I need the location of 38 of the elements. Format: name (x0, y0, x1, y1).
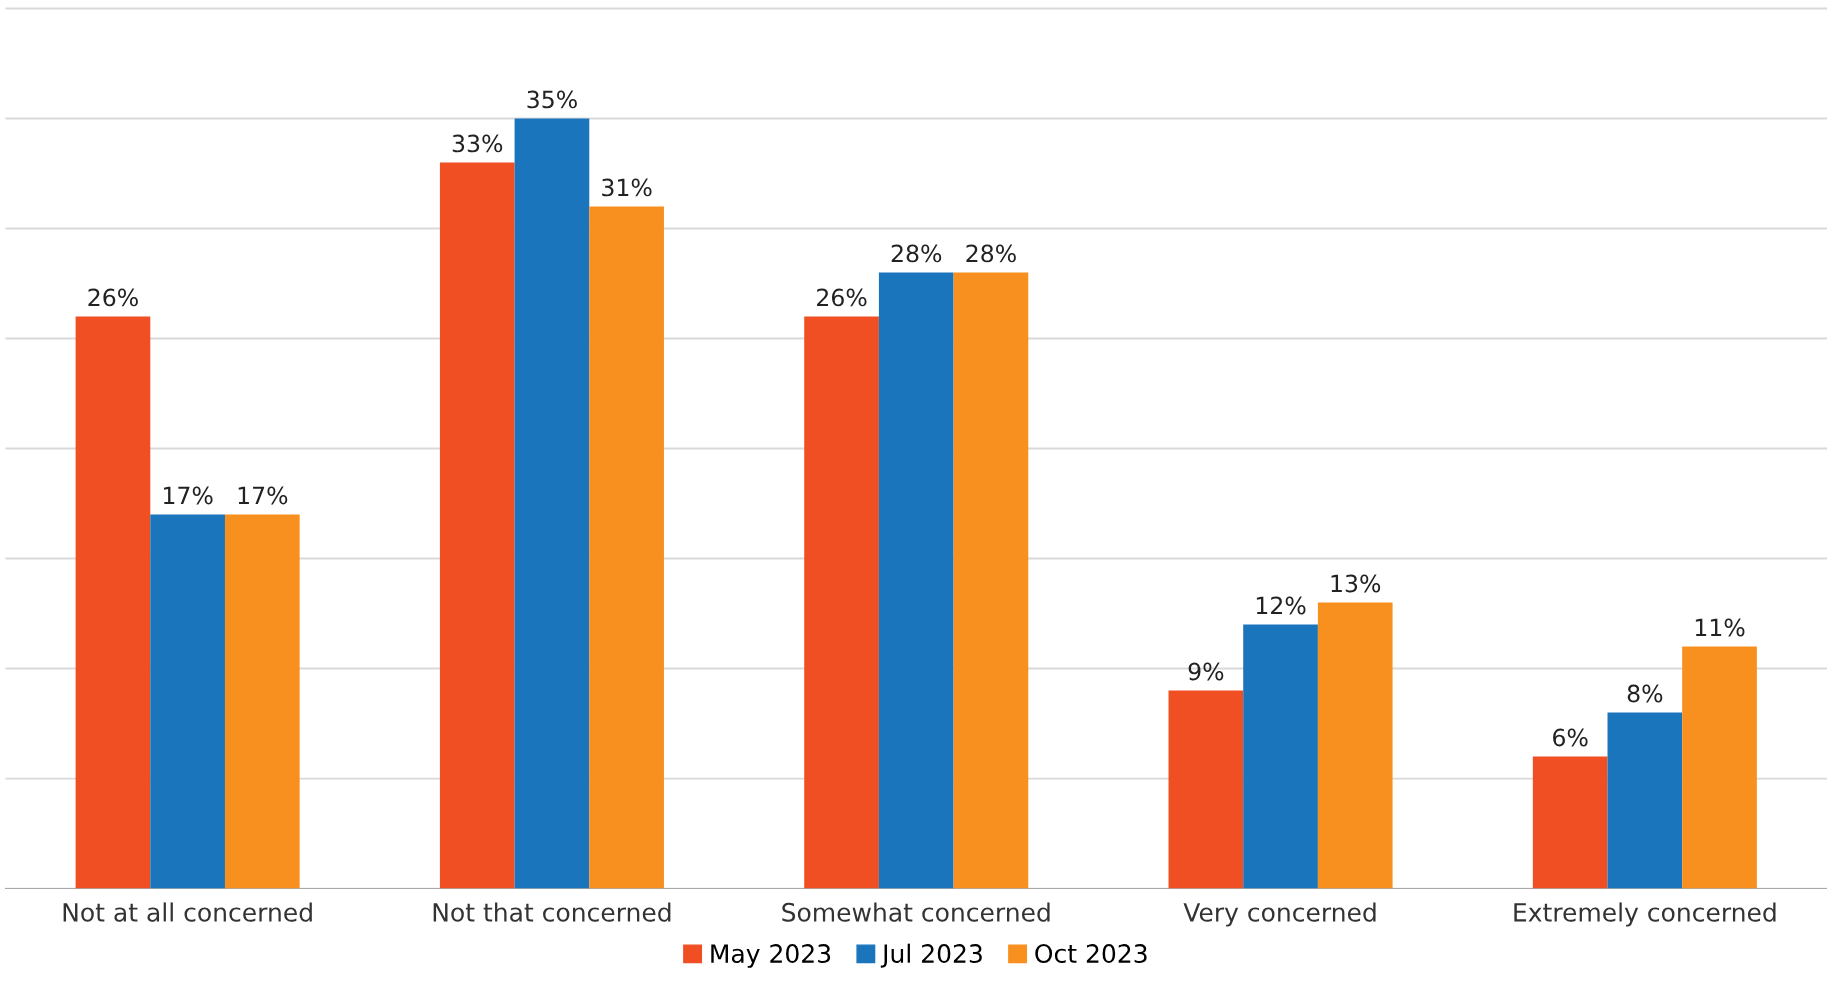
bar (804, 316, 879, 889)
data-label: 17% (163, 486, 213, 505)
x-tick-label: Extremely concerned (1514, 902, 1776, 927)
data-label: 9% (1188, 662, 1224, 681)
bar (1607, 712, 1683, 889)
bar (1317, 602, 1393, 889)
bar (514, 118, 590, 889)
data-label: 35% (527, 90, 577, 109)
data-label: 13% (1331, 574, 1381, 593)
data-label: 12% (1256, 596, 1306, 615)
bar (1168, 690, 1244, 889)
bar (439, 162, 515, 889)
data-label: 17% (238, 486, 288, 505)
bar (75, 316, 151, 889)
bar (224, 514, 300, 889)
data-label: 26% (88, 288, 138, 307)
bar (1532, 756, 1608, 889)
bar (1682, 646, 1757, 889)
bar (1243, 624, 1318, 889)
x-tick-label: Somewhat concerned (782, 902, 1050, 922)
bar (150, 514, 225, 889)
data-label: 28% (891, 244, 942, 263)
x-tick-label: Very concerned (1183, 902, 1376, 927)
legend-label: May 2023 (711, 944, 831, 968)
data-label: 33% (452, 134, 503, 153)
legend-label: Oct 2023 (1035, 944, 1147, 964)
data-label: 11% (1695, 618, 1745, 637)
x-tick-label: Not at all concerned (63, 902, 312, 922)
bar (589, 206, 664, 889)
legend-label: Jul 2023 (880, 943, 982, 968)
data-label: 28% (966, 244, 1016, 263)
data-label: 8% (1627, 684, 1663, 703)
data-label: 26% (817, 288, 867, 307)
x-tick-label: Not that concerned (433, 902, 671, 922)
data-label: 31% (602, 178, 652, 197)
bar (878, 272, 954, 889)
data-label: 6% (1553, 728, 1588, 747)
bar (953, 272, 1029, 889)
